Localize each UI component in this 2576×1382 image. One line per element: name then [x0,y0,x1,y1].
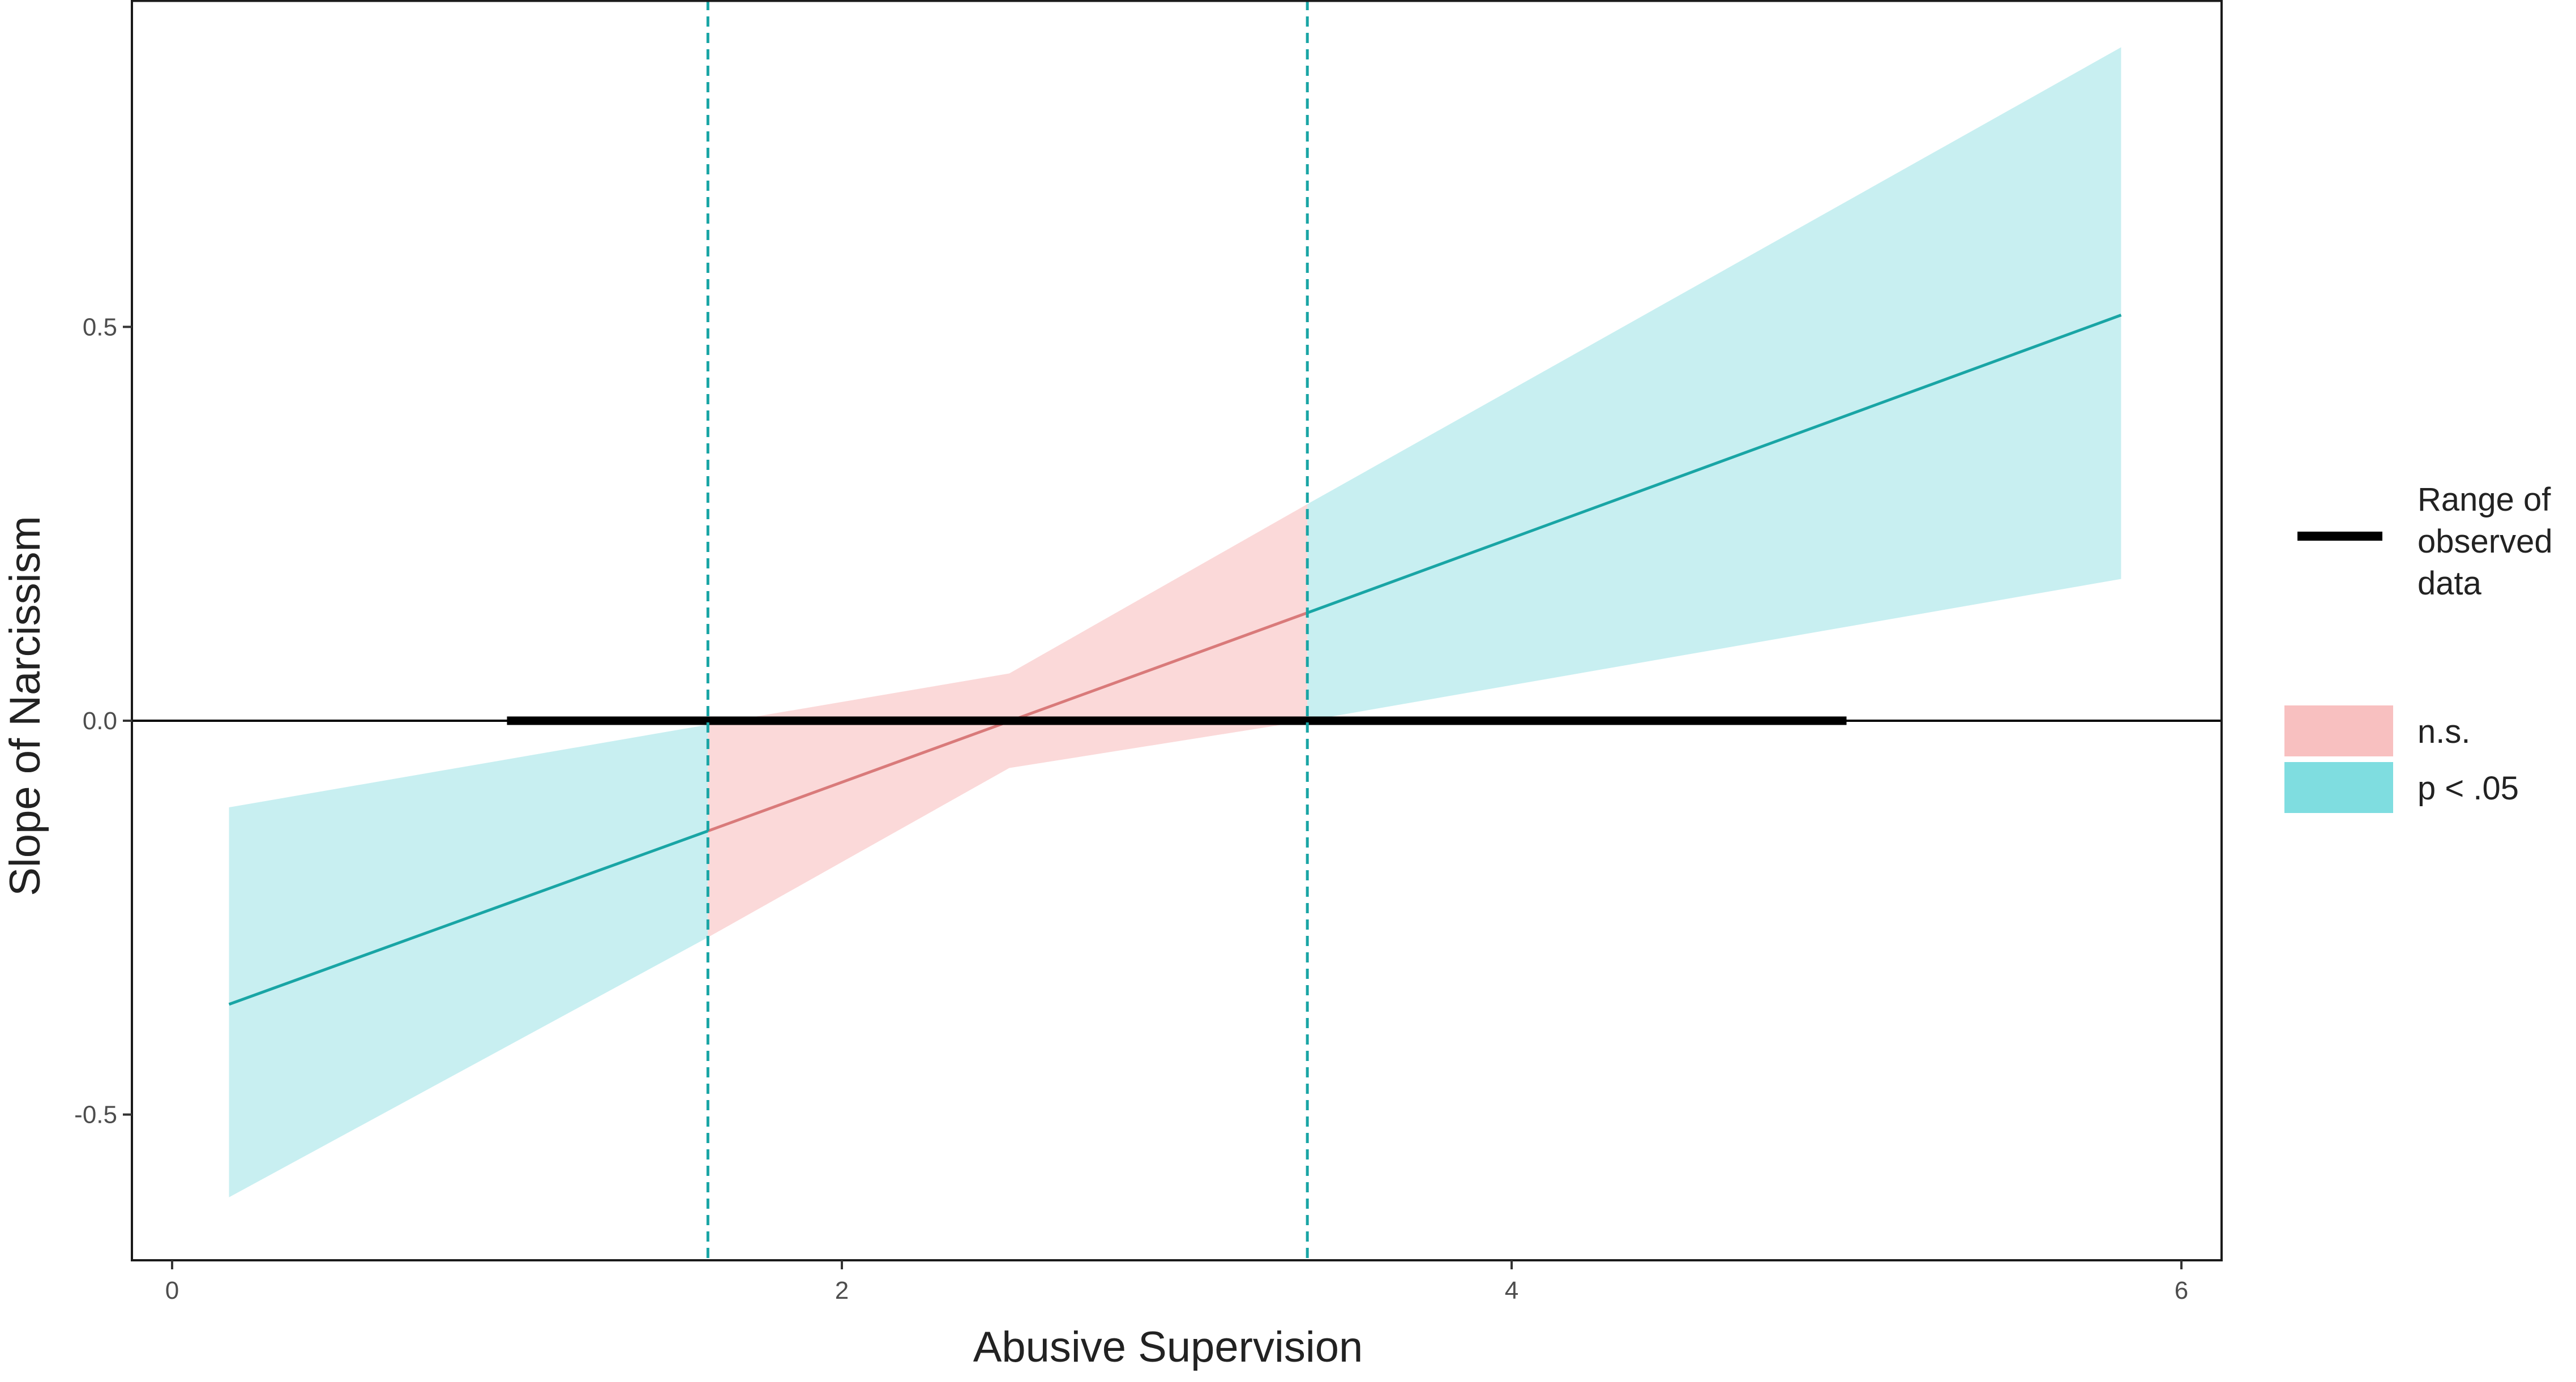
y-tick-label: -0.5 [74,1101,117,1129]
slope-line-segment-2 [1307,314,2122,614]
x-tick-label: 0 [165,1277,179,1304]
x-tick-label: 6 [2175,1277,2188,1304]
y-tick-label: 0.5 [83,313,117,341]
y-tick-label: 0.0 [83,707,117,735]
y-axis-title: Slope of Narcissism [1,516,49,896]
confidence-band-significant-0 [229,725,708,1197]
confidence-band-significant-2 [1307,47,2121,721]
x-axis-title: Abusive Supervision [973,1323,1363,1371]
legend-sig-label: p < .05 [2417,770,2519,807]
legend-range-label: Range of observed data [2417,481,2562,602]
legend-ns-swatch [2284,705,2393,756]
legend-sig-swatch [2284,762,2393,813]
legend-range-line-1: Range of [2417,481,2551,518]
plot-border [131,0,2223,1261]
plot-area [132,0,2222,1260]
slope-line-segment-0 [228,829,709,1006]
x-tick-label: 4 [1505,1277,1518,1304]
legend-ns-label: n.s. [2417,713,2471,750]
legend: Range of observed data n.s. p < .05 [2284,481,2562,813]
legend-range-line-3: data [2417,565,2482,602]
x-tick-label: 2 [835,1277,849,1304]
legend-range-line-2: observed [2417,523,2553,560]
axes: 0 2 4 6 -0.5 0.0 0.5 [74,0,2223,1304]
